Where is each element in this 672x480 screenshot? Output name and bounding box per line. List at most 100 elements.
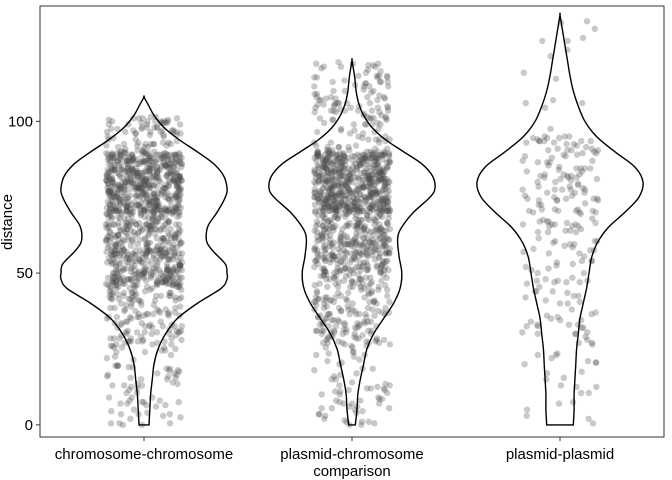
data-point (173, 266, 180, 274)
data-point (176, 154, 184, 161)
data-point (367, 187, 374, 195)
data-point (176, 329, 183, 336)
data-point (117, 276, 124, 283)
data-point (357, 276, 365, 283)
data-point (360, 86, 367, 93)
data-point (339, 154, 347, 161)
data-point (377, 78, 384, 86)
data-point (379, 151, 387, 158)
data-point (370, 298, 378, 306)
data-point (377, 224, 384, 231)
data-point (313, 192, 320, 199)
data-point (149, 174, 156, 181)
data-point (174, 274, 181, 281)
data-point (135, 297, 142, 304)
data-point (105, 213, 112, 221)
data-point (162, 279, 169, 286)
data-point (117, 166, 125, 174)
data-point (122, 329, 129, 336)
data-point (168, 341, 175, 348)
data-point (175, 225, 183, 233)
data-point (146, 157, 153, 164)
data-point (311, 74, 318, 81)
data-point (330, 191, 337, 198)
data-point (127, 209, 135, 216)
data-point (544, 228, 552, 236)
data-point (157, 276, 165, 283)
data-point (139, 172, 147, 180)
data-point (320, 201, 327, 208)
data-point (117, 268, 124, 275)
data-point (139, 148, 147, 155)
data-point (334, 283, 342, 290)
data-point (120, 225, 128, 233)
data-point (142, 204, 149, 211)
data-point (379, 172, 387, 180)
data-point (360, 241, 367, 248)
data-point (154, 198, 161, 205)
data-point (555, 207, 562, 215)
data-point (123, 172, 131, 180)
data-point (165, 239, 172, 246)
data-point (108, 165, 116, 172)
data-point (317, 204, 325, 211)
data-point (107, 209, 114, 216)
data-point (150, 172, 157, 180)
data-point (384, 198, 391, 205)
data-point (155, 307, 162, 315)
data-point (341, 153, 348, 160)
data-point (375, 236, 382, 243)
data-point (357, 204, 364, 211)
data-point (103, 236, 110, 243)
data-point (322, 412, 329, 419)
data-point (311, 201, 319, 208)
data-point (117, 400, 124, 407)
data-point (355, 216, 362, 224)
data-point (138, 320, 145, 327)
data-point (323, 165, 330, 172)
data-point (112, 207, 120, 215)
data-point (379, 207, 386, 215)
data-point (578, 137, 585, 145)
data-point (374, 242, 381, 249)
data-point (119, 236, 127, 243)
data-point (114, 189, 122, 196)
data-point (385, 236, 392, 243)
data-point (336, 266, 343, 274)
data-point (324, 172, 331, 180)
data-point (346, 219, 353, 227)
data-point (346, 283, 354, 290)
data-point (131, 288, 138, 295)
data-point (385, 236, 393, 243)
data-point (110, 344, 118, 351)
data-point (150, 140, 157, 148)
data-point (558, 186, 566, 193)
data-point (126, 157, 133, 164)
data-point (364, 212, 371, 219)
data-point (156, 156, 164, 163)
data-point (174, 367, 182, 374)
data-point (175, 172, 182, 180)
data-point (311, 247, 318, 254)
data-point (322, 268, 329, 275)
data-point (156, 227, 164, 234)
data-point (124, 400, 131, 407)
data-point (569, 398, 577, 406)
data-point (338, 238, 345, 245)
data-point (534, 323, 542, 330)
data-point (140, 157, 147, 164)
data-point (344, 221, 351, 228)
data-point (363, 385, 371, 392)
data-point (315, 163, 322, 171)
data-point (120, 289, 128, 296)
data-point (171, 178, 179, 186)
data-point (143, 248, 151, 256)
data-point (382, 113, 389, 121)
data-point (103, 354, 111, 362)
data-point (121, 215, 128, 222)
data-point (121, 183, 128, 190)
data-point (326, 207, 334, 215)
data-point (112, 166, 119, 174)
data-point (147, 248, 155, 256)
data-point (357, 162, 364, 169)
